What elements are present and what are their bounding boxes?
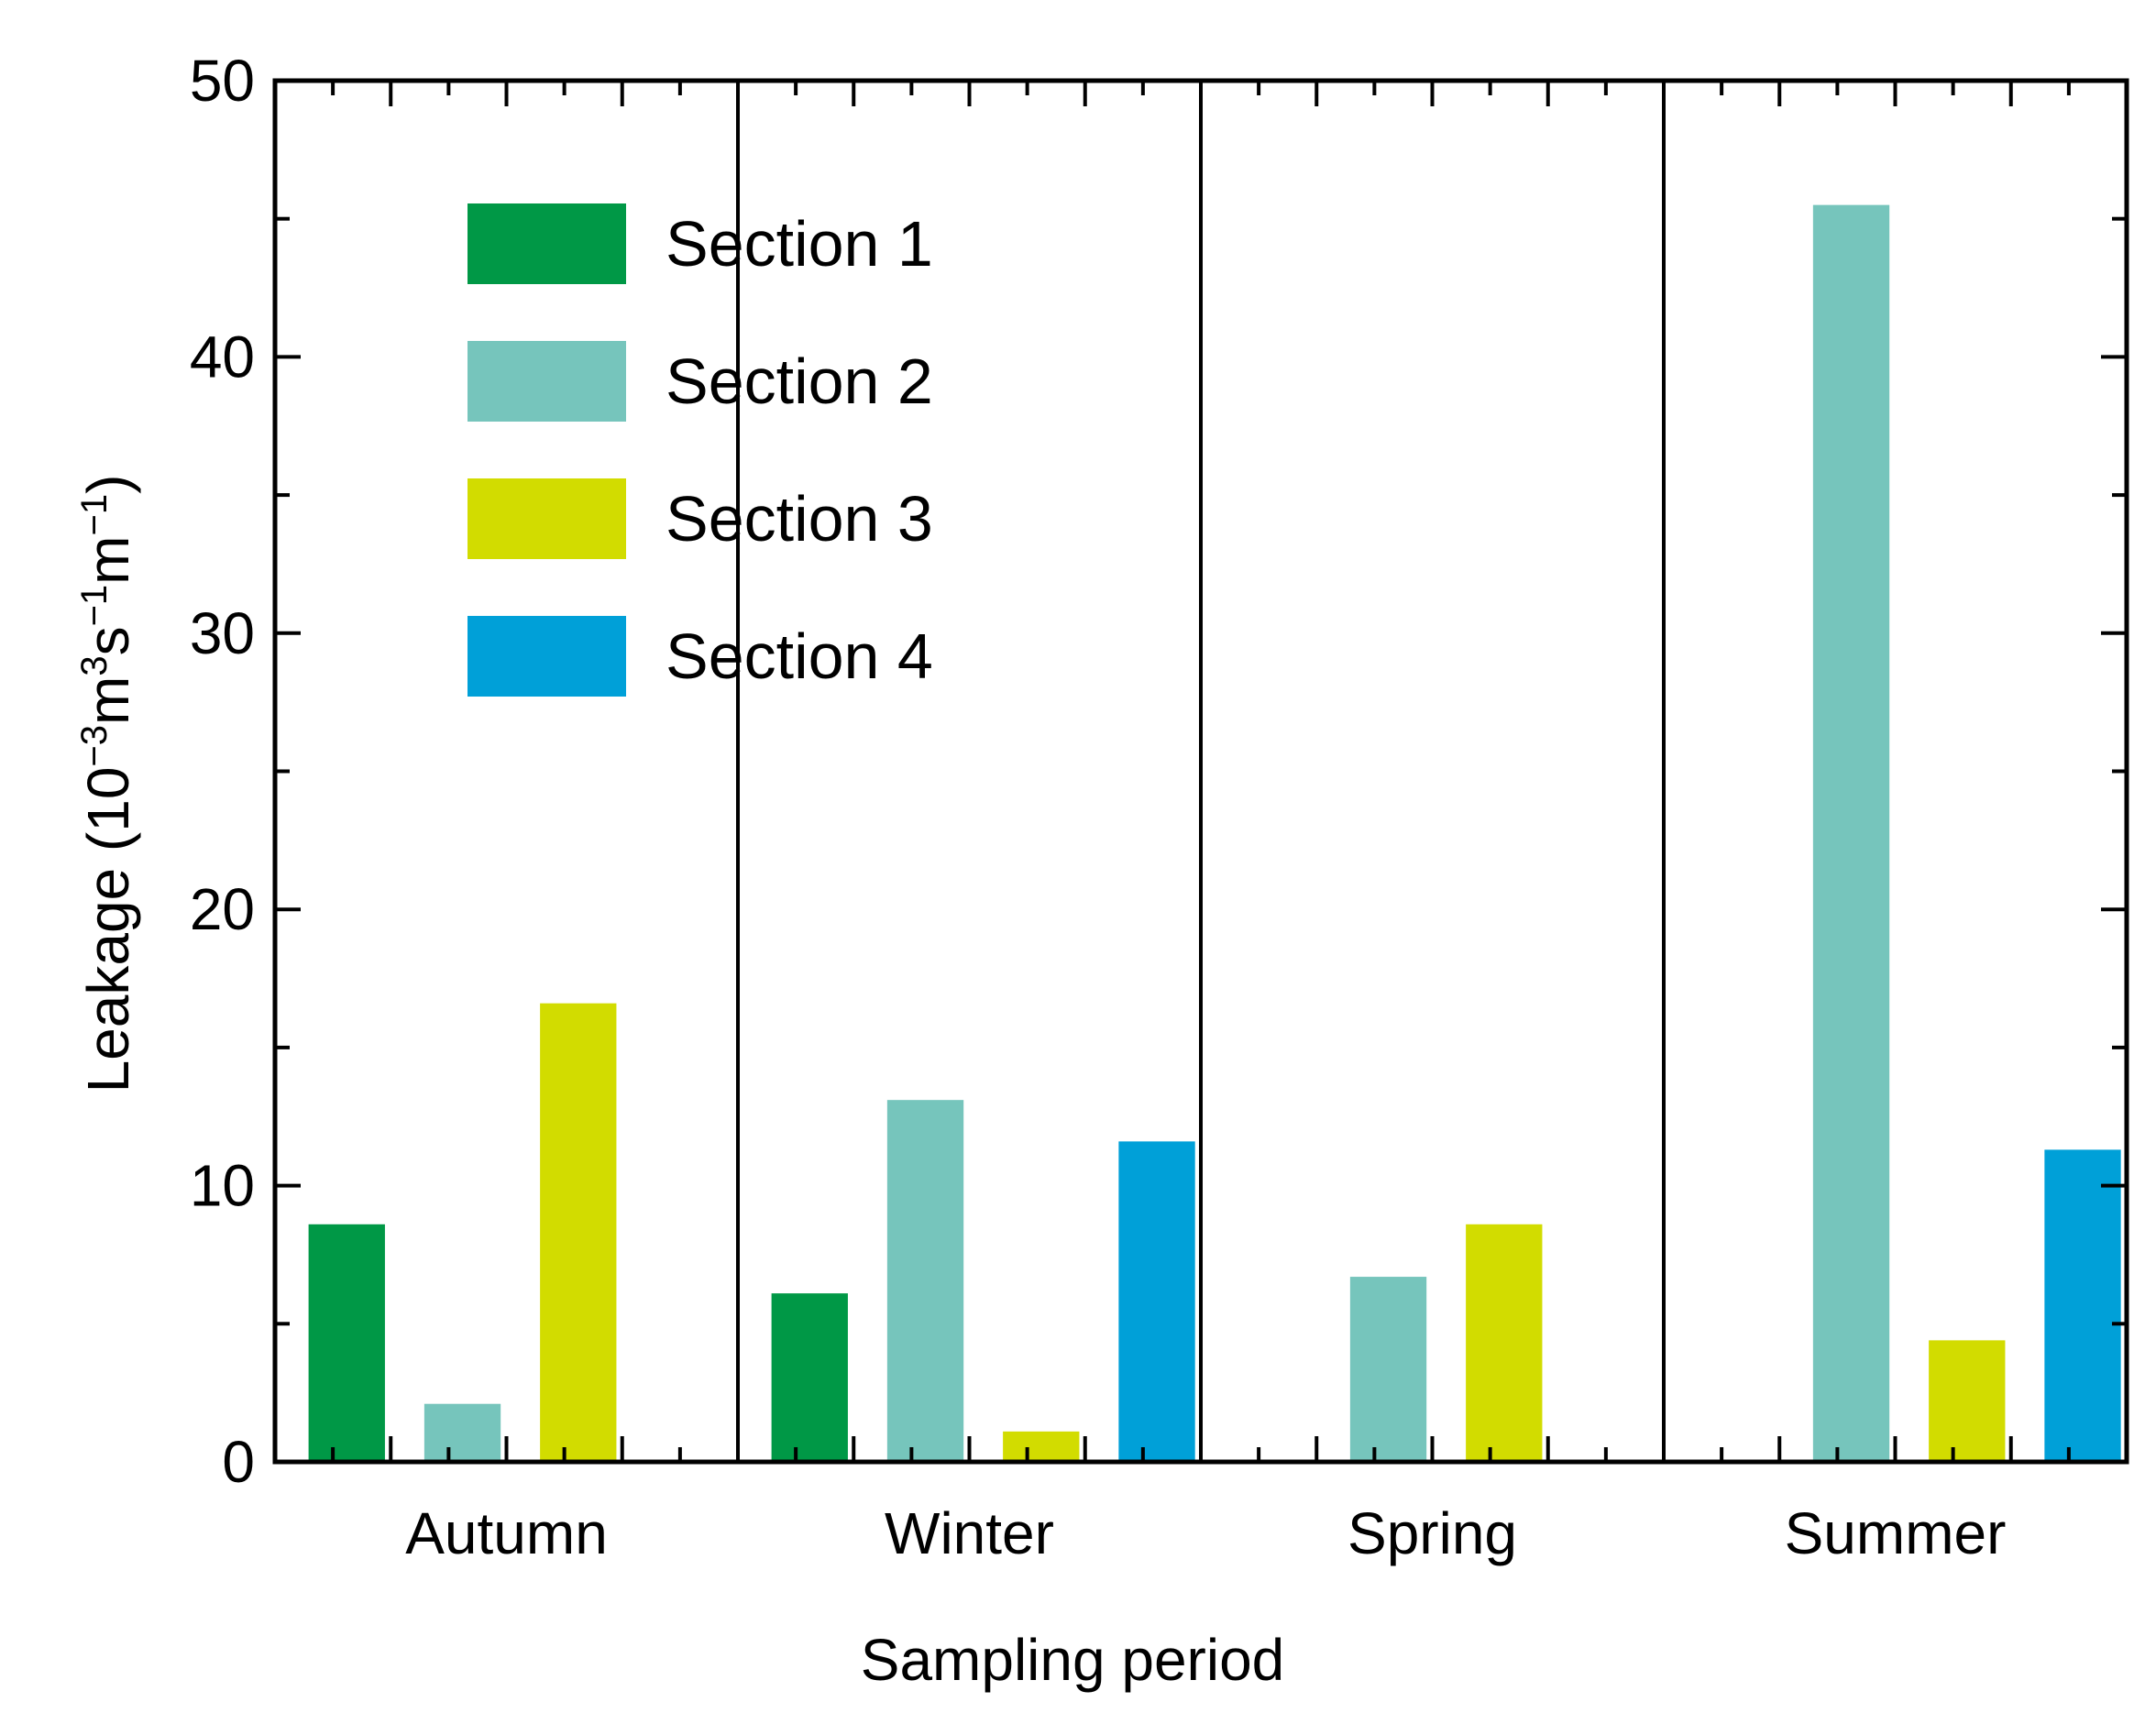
x-category-labels: Autumn Winter Spring Summer (405, 1500, 2006, 1566)
y-axis-unit-m2: m (75, 535, 141, 584)
legend-label-4: Section 4 (666, 620, 933, 692)
x-axis-title: Sampling period (861, 1627, 1285, 1693)
legend: Section 1 Section 2 Section 3 Section 4 (468, 203, 933, 697)
bar-autumn-section-1 (308, 1224, 385, 1462)
y-axis-unit-exp4: −1 (74, 494, 115, 536)
bar-spring-section-2 (1349, 1277, 1427, 1462)
bar-autumn-section-2 (424, 1403, 501, 1462)
bar-winter-section-2 (886, 1100, 964, 1462)
y-tick-label: 10 (190, 1153, 255, 1219)
y-axis-unit-close: ) (75, 475, 141, 494)
plot-frame (272, 78, 2129, 1465)
y-tick-label: 20 (190, 876, 255, 942)
y-axis-title: Leakage (10−3m3s−1m−1) (74, 475, 141, 1093)
x-category-label-autumn: Autumn (405, 1500, 608, 1566)
x-category-label-summer: Summer (1785, 1500, 2007, 1566)
legend-swatch-2 (468, 341, 626, 422)
bar-summer-section-2 (1812, 204, 1890, 1462)
bar-winter-section-3 (1003, 1431, 1080, 1462)
y-tick-labels: 0 10 20 30 40 50 (190, 48, 255, 1495)
legend-swatch-1 (468, 203, 626, 284)
y-tick-label: 0 (222, 1429, 255, 1495)
bar-spring-section-3 (1466, 1224, 1543, 1462)
legend-swatch-3 (468, 478, 626, 559)
x-category-label-winter: Winter (885, 1500, 1054, 1566)
bars-layer (308, 204, 2121, 1462)
y-axis-unit-exp3: −1 (74, 585, 115, 627)
y-tick-label: 50 (190, 48, 255, 114)
bar-winter-section-1 (771, 1293, 848, 1462)
legend-label-1: Section 1 (666, 208, 933, 280)
y-axis-unit-m: m (75, 676, 141, 725)
y-axis-unit-exp1: −3 (74, 725, 115, 767)
bar-autumn-section-3 (540, 1003, 617, 1462)
bar-winter-section-4 (1118, 1141, 1195, 1462)
y-axis-unit-s: s (75, 626, 141, 655)
y-axis-unit-exp2: 3 (74, 655, 115, 675)
bar-summer-section-4 (2044, 1149, 2121, 1462)
y-tick-label: 40 (190, 324, 255, 390)
legend-swatch-4 (468, 616, 626, 697)
y-axis-label: Leakage (75, 868, 141, 1093)
legend-label-2: Section 2 (666, 346, 933, 417)
category-separators (736, 81, 1666, 1462)
x-category-label-spring: Spring (1348, 1500, 1517, 1566)
y-axis-unit-open: (10 (75, 767, 141, 868)
legend-label-3: Section 3 (666, 483, 933, 555)
y-tick-label: 30 (190, 600, 255, 666)
bar-summer-section-3 (1929, 1340, 2006, 1462)
